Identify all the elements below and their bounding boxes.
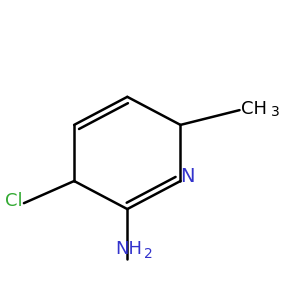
Text: 2: 2 [144, 247, 153, 261]
Text: CH: CH [241, 100, 267, 118]
Text: Cl: Cl [5, 192, 22, 210]
Text: 3: 3 [271, 106, 280, 119]
Text: NH: NH [115, 240, 142, 258]
Text: N: N [180, 167, 194, 186]
